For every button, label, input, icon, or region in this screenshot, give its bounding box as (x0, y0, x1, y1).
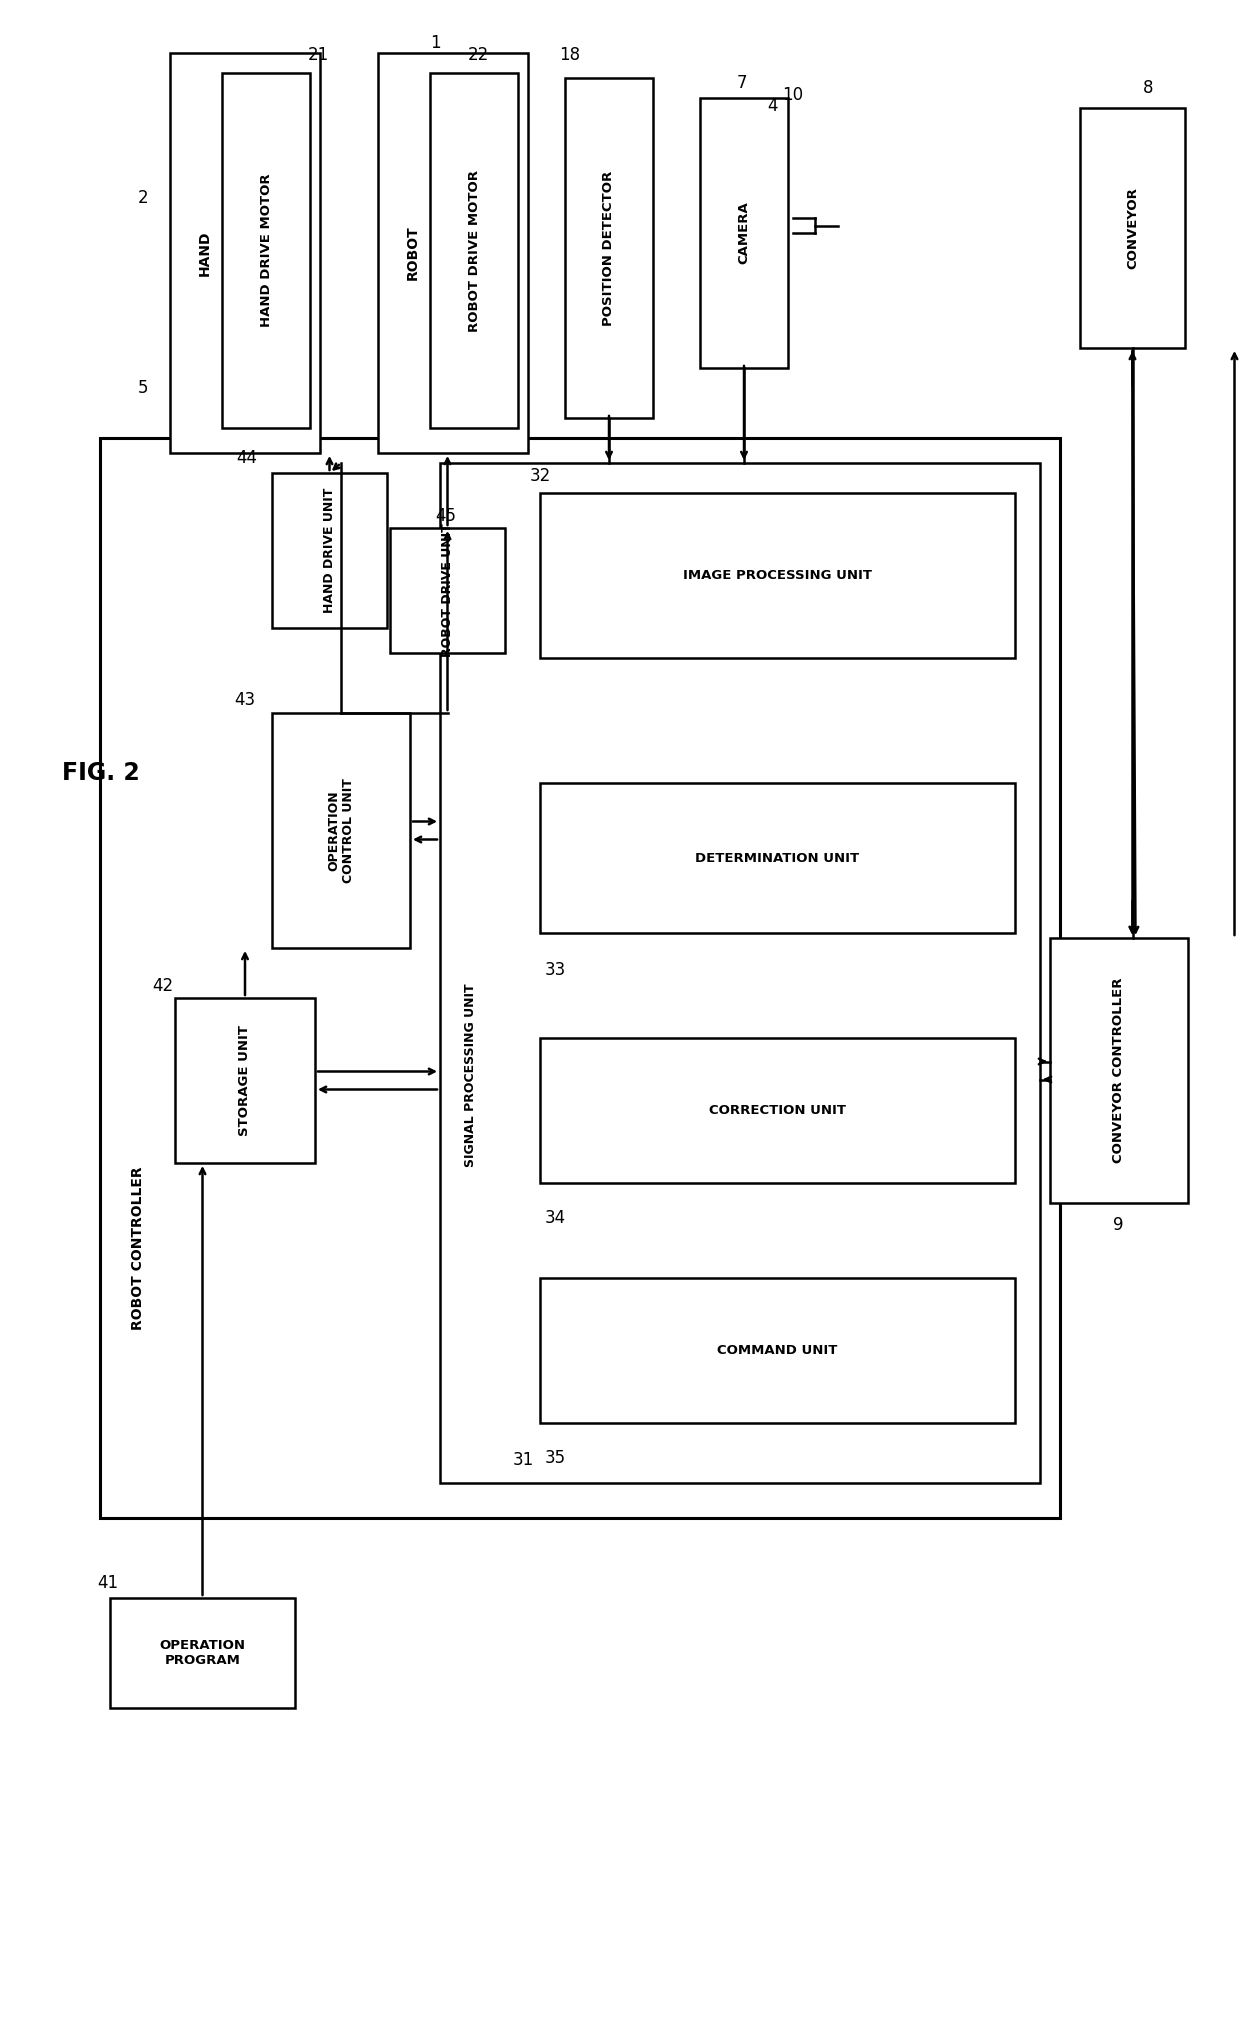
Text: 9: 9 (1112, 1217, 1123, 1233)
Text: FIG. 2: FIG. 2 (62, 761, 140, 785)
Text: 10: 10 (782, 87, 804, 105)
Text: 35: 35 (544, 1449, 565, 1467)
Text: HAND DRIVE UNIT: HAND DRIVE UNIT (322, 488, 336, 613)
Bar (378, 52, 528, 452)
Bar (539, 1277, 1016, 1423)
Text: 5: 5 (138, 379, 149, 398)
Bar (272, 472, 387, 628)
Text: 32: 32 (529, 466, 551, 484)
Bar (272, 712, 410, 948)
Text: STORAGE UNIT: STORAGE UNIT (238, 1025, 252, 1136)
Text: 8: 8 (1143, 79, 1153, 97)
Text: 31: 31 (512, 1451, 533, 1469)
Bar (175, 999, 315, 1162)
Bar (440, 462, 1040, 1483)
Bar (391, 529, 505, 654)
Text: COMMAND UNIT: COMMAND UNIT (717, 1344, 838, 1356)
Text: ROBOT DRIVE MOTOR: ROBOT DRIVE MOTOR (467, 170, 481, 331)
Text: OPERATION
PROGRAM: OPERATION PROGRAM (160, 1639, 246, 1667)
Text: 45: 45 (435, 507, 456, 525)
Bar (1050, 938, 1188, 1203)
Text: SIGNAL PROCESSING UNIT: SIGNAL PROCESSING UNIT (464, 983, 476, 1166)
Bar (539, 492, 1016, 658)
Bar (222, 73, 310, 428)
Text: IMAGE PROCESSING UNIT: IMAGE PROCESSING UNIT (683, 569, 872, 581)
Text: POSITION DETECTOR: POSITION DETECTOR (603, 170, 615, 325)
Text: 34: 34 (544, 1209, 565, 1227)
Text: DETERMINATION UNIT: DETERMINATION UNIT (696, 852, 859, 864)
Bar (110, 1598, 295, 1707)
Text: 33: 33 (544, 961, 565, 979)
Text: CONVEYOR: CONVEYOR (1126, 188, 1140, 268)
Text: HAND: HAND (198, 230, 212, 276)
Bar (539, 1037, 1016, 1183)
Bar (100, 438, 1060, 1518)
Bar (565, 79, 653, 418)
Text: 41: 41 (98, 1574, 119, 1592)
Text: 42: 42 (153, 977, 174, 995)
Bar (539, 783, 1016, 932)
Text: 4: 4 (768, 97, 779, 115)
Text: 2: 2 (138, 190, 149, 208)
Bar (430, 73, 518, 428)
Bar (701, 99, 787, 367)
Text: 21: 21 (308, 46, 329, 65)
Bar (1080, 109, 1185, 347)
Text: ROBOT: ROBOT (405, 226, 420, 281)
Text: ROBOT DRIVE UNIT: ROBOT DRIVE UNIT (441, 523, 454, 658)
Text: 18: 18 (559, 46, 580, 65)
Text: OPERATION
CONTROL UNIT: OPERATION CONTROL UNIT (327, 779, 355, 884)
Text: 44: 44 (237, 448, 258, 466)
Text: 43: 43 (234, 690, 255, 708)
Text: HAND DRIVE MOTOR: HAND DRIVE MOTOR (259, 174, 273, 327)
Text: CONVEYOR CONTROLLER: CONVEYOR CONTROLLER (1112, 979, 1126, 1162)
Text: 22: 22 (467, 46, 489, 65)
Text: 7: 7 (737, 75, 748, 93)
Text: CAMERA: CAMERA (738, 202, 750, 264)
Text: 1: 1 (430, 34, 440, 52)
Text: CORRECTION UNIT: CORRECTION UNIT (709, 1104, 846, 1118)
Text: ROBOT CONTROLLER: ROBOT CONTROLLER (131, 1166, 145, 1330)
Bar (170, 52, 320, 452)
